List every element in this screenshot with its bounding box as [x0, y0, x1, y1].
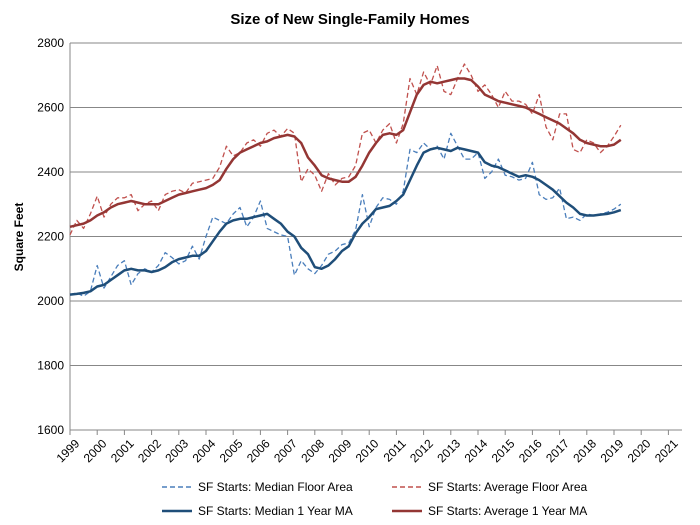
legend-label-0: SF Starts: Median Floor Area [198, 480, 353, 494]
x-tick-label: 2003 [162, 436, 191, 465]
y-tick-label: 2600 [37, 101, 64, 115]
series-line-2 [69, 146, 622, 296]
x-tick-label: 2010 [353, 436, 382, 465]
y-tick-labels: 1600 1800 2000 2200 2400 2600 2800 [37, 36, 64, 437]
legend-label-1: SF Starts: Average Floor Area [428, 480, 588, 494]
x-tick-label: 2015 [489, 436, 518, 465]
x-tick-label: 2007 [271, 436, 300, 465]
legend: SF Starts: Median Floor Area SF Starts: A… [162, 480, 588, 518]
x-tick-label: 2009 [326, 436, 355, 465]
x-tick-label: 2021 [652, 436, 681, 465]
x-tick-label: 2016 [516, 436, 545, 465]
x-tick-label: 2017 [543, 436, 572, 465]
y-tick-label: 2000 [37, 294, 64, 308]
y-tick-label: 1600 [37, 423, 64, 437]
y-tick-label: 2200 [37, 230, 64, 244]
x-tick-label: 2001 [108, 436, 137, 465]
gridlines [70, 42, 682, 366]
x-tick-label: 2020 [625, 436, 654, 465]
x-tick-label: 1999 [54, 436, 83, 465]
x-tick-label: 2004 [190, 436, 219, 465]
x-tick-label: 2002 [135, 436, 164, 465]
x-tick-label: 2011 [381, 436, 409, 464]
x-tick-label: 2012 [407, 436, 436, 465]
y-tick-label: 2800 [37, 36, 64, 50]
series-line-1 [69, 63, 622, 236]
x-tick-label: 2000 [81, 436, 110, 465]
x-tick-label: 2005 [217, 436, 246, 465]
legend-label-2: SF Starts: Median 1 Year MA [198, 504, 353, 518]
series-line-3 [69, 77, 622, 229]
y-tick-label: 2400 [37, 165, 64, 179]
x-tick-label: 2006 [244, 436, 273, 465]
x-tick-label: 2019 [598, 436, 627, 465]
x-tick-labels: 1999200020012002200320042005200620072008… [54, 436, 681, 465]
series-line-0 [69, 132, 622, 297]
y-tick-label: 1800 [37, 359, 64, 373]
x-tick-label: 2013 [434, 436, 463, 465]
chart-title: Size of New Single-Family Homes [230, 11, 469, 28]
series-lines [69, 63, 622, 297]
x-tick-label: 2014 [462, 436, 491, 465]
legend-label-3: SF Starts: Average 1 Year MA [428, 504, 587, 518]
y-axis-label: Square Feet [12, 203, 26, 272]
axes [69, 43, 682, 435]
x-tick-label: 2018 [570, 436, 599, 465]
x-tick-label: 2008 [298, 436, 327, 465]
